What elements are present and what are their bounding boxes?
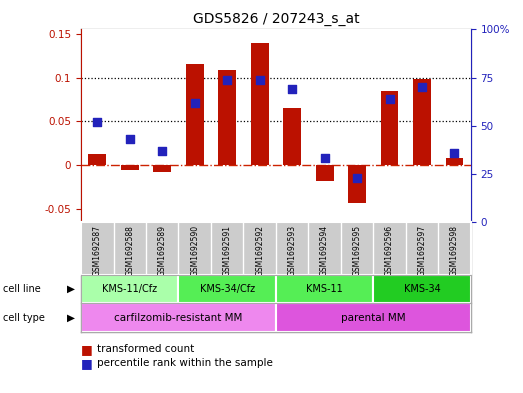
- Bar: [446, 158, 463, 165]
- Bar: [413, 79, 431, 165]
- Text: GSM1692587: GSM1692587: [93, 225, 102, 276]
- Text: ■: ■: [81, 343, 93, 356]
- Point: [353, 174, 361, 181]
- Text: GSM1692593: GSM1692593: [288, 225, 297, 276]
- Text: transformed count: transformed count: [97, 344, 194, 354]
- Point: [255, 76, 264, 83]
- Point: [450, 150, 459, 156]
- Text: ■: ■: [81, 356, 93, 370]
- Text: KMS-11: KMS-11: [306, 284, 343, 294]
- Text: cell line: cell line: [3, 284, 40, 294]
- Text: KMS-11/Cfz: KMS-11/Cfz: [102, 284, 157, 294]
- Text: GSM1692590: GSM1692590: [190, 225, 199, 276]
- Title: GDS5826 / 207243_s_at: GDS5826 / 207243_s_at: [192, 12, 359, 26]
- Bar: [153, 165, 171, 172]
- Text: GSM1692591: GSM1692591: [223, 225, 232, 276]
- Bar: [88, 154, 106, 165]
- Bar: [348, 165, 366, 203]
- Bar: [81, 275, 178, 303]
- Bar: [316, 165, 334, 181]
- Text: carfilzomib-resistant MM: carfilzomib-resistant MM: [115, 312, 243, 323]
- Bar: [178, 275, 276, 303]
- Text: GSM1692597: GSM1692597: [417, 225, 426, 276]
- Text: parental MM: parental MM: [341, 312, 406, 323]
- Text: GSM1692588: GSM1692588: [126, 225, 134, 275]
- Text: GSM1692598: GSM1692598: [450, 225, 459, 276]
- Text: ▶: ▶: [66, 312, 75, 323]
- Point: [385, 95, 394, 102]
- Point: [93, 119, 101, 125]
- Text: KMS-34: KMS-34: [404, 284, 440, 294]
- Bar: [186, 64, 203, 165]
- Bar: [373, 275, 471, 303]
- Bar: [218, 70, 236, 165]
- Text: percentile rank within the sample: percentile rank within the sample: [97, 358, 272, 368]
- Bar: [276, 275, 373, 303]
- Bar: [283, 108, 301, 165]
- Bar: [381, 91, 399, 165]
- Point: [288, 86, 297, 92]
- Bar: [81, 303, 276, 332]
- Bar: [251, 44, 269, 165]
- Text: GSM1692589: GSM1692589: [158, 225, 167, 276]
- Text: GSM1692596: GSM1692596: [385, 225, 394, 276]
- Text: GSM1692594: GSM1692594: [320, 225, 329, 276]
- Point: [190, 99, 199, 106]
- Text: ▶: ▶: [66, 284, 75, 294]
- Point: [223, 76, 231, 83]
- Text: GSM1692595: GSM1692595: [353, 225, 361, 276]
- Text: cell type: cell type: [3, 312, 44, 323]
- Bar: [276, 303, 471, 332]
- Text: GSM1692592: GSM1692592: [255, 225, 264, 276]
- Point: [418, 84, 426, 90]
- Point: [158, 148, 166, 154]
- Text: KMS-34/Cfz: KMS-34/Cfz: [200, 284, 255, 294]
- Bar: [121, 165, 139, 169]
- Point: [126, 136, 134, 142]
- Point: [321, 155, 329, 162]
